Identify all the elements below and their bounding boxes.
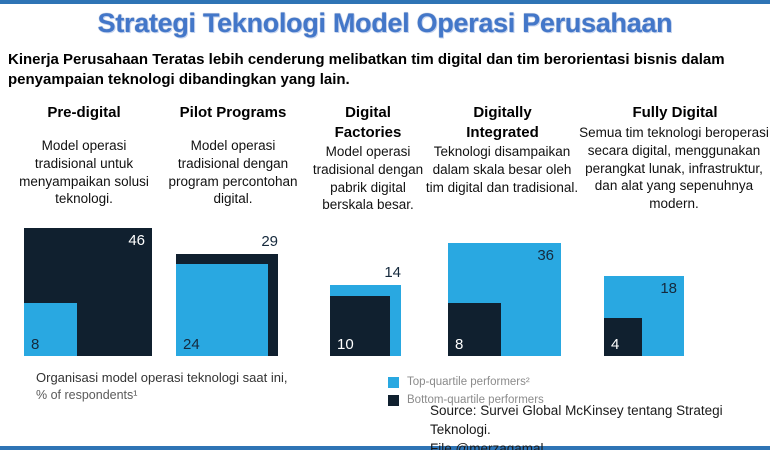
source-line1: Source: Survei Global McKinsey tentang S…	[430, 403, 723, 437]
source-line2: File @merzagamal	[430, 440, 544, 450]
value-label-top-quartile: 36	[537, 247, 554, 264]
top-border-bar	[0, 0, 770, 4]
column-description-digital-factories: Model operasi tradisional dengan pabrik …	[312, 144, 424, 213]
square-bottom-quartile-fully-digital	[604, 318, 642, 356]
value-label-top-quartile: 24	[183, 336, 200, 353]
column-description-pilot-programs: Model operasi tradisional dengan program…	[168, 138, 298, 207]
chart-col-5: 18 4	[604, 276, 684, 356]
bottom-border-bar	[0, 446, 770, 450]
slide-subtitle: Kinerja Perusahaan Teratas lebih cenderu…	[8, 51, 725, 89]
column-header-digitally-integrated: Digitally Integrated	[466, 104, 539, 141]
column-description-fully-digital: Semua tim teknologi beroperasi secara di…	[579, 125, 769, 212]
chart-col-2: 29 24	[176, 233, 278, 356]
chart-note-line2: % of respondents¹	[36, 388, 138, 402]
value-label-bottom-quartile: 10	[337, 336, 354, 353]
chart-note-line1: Organisasi model operasi teknologi saat …	[36, 370, 288, 385]
legend-swatch-top-quartile-icon	[388, 376, 399, 388]
chart-legend: Top-quartile performers² Bottom-quartile…	[388, 373, 544, 409]
square-bottom-quartile-digitally-integrated	[448, 303, 501, 356]
value-label-bottom-quartile: 46	[128, 232, 145, 249]
square-top-quartile-pre-digital	[24, 303, 77, 356]
value-label-bottom-quartile: 8	[455, 336, 464, 353]
square-top-quartile-pilot-programs	[176, 264, 268, 356]
value-label-bottom-quartile: 4	[611, 336, 620, 353]
chart-col-1: 46 8	[24, 228, 152, 356]
column-header-digital-factories: Digital Factories	[334, 104, 402, 141]
value-label-top-quartile: 18	[660, 280, 677, 297]
legend-label: Bottom-quartile performers	[407, 394, 544, 406]
page-title: Strategi Teknologi Model Operasi Perusah…	[97, 8, 673, 38]
source-attribution: Source: Survei Global McKinsey tentang S…	[430, 402, 770, 450]
legend-item-top-quartile: Top-quartile performers²	[388, 373, 544, 391]
chart-col-3: 14 10	[330, 264, 401, 356]
chart-col-4: 36 8	[448, 243, 561, 356]
chart-note: Organisasi model operasi teknologi saat …	[36, 370, 287, 402]
legend-label: Top-quartile performers²	[407, 376, 530, 388]
value-label-bottom-quartile: 29	[261, 233, 278, 250]
value-label-top-quartile: 8	[31, 336, 40, 353]
value-label-top-quartile: 14	[384, 264, 401, 281]
column-header-fully-digital: Fully Digital	[632, 104, 718, 121]
column-header-pilot-programs: Pilot Programs	[179, 104, 287, 121]
column-description-digitally-integrated: Teknologi disampaikan dalam skala besar …	[425, 144, 579, 195]
legend-item-bottom-quartile: Bottom-quartile performers	[388, 391, 544, 409]
legend-swatch-bottom-quartile-icon	[388, 394, 399, 406]
square-bottom-quartile-digital-factories	[330, 296, 390, 356]
column-header-pre-digital: Pre-digital	[47, 104, 121, 121]
column-description-pre-digital: Model operasi tradisional untuk menyampa…	[19, 138, 149, 207]
